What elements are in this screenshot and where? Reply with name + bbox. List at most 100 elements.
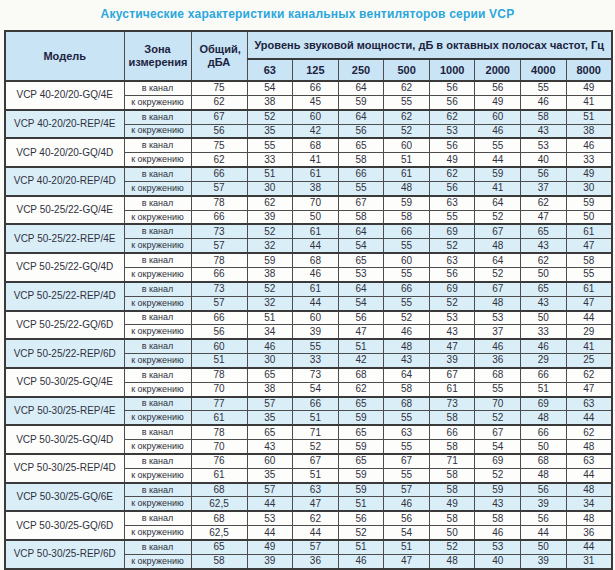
level-cell: 52 xyxy=(429,296,475,310)
level-cell: 51 xyxy=(247,311,293,325)
level-cell: 43 xyxy=(429,325,475,339)
level-cell: 56 xyxy=(338,311,384,325)
level-cell: 60 xyxy=(293,110,339,124)
zone-cell: к окружению xyxy=(124,267,191,281)
total-cell: 68 xyxy=(191,483,247,497)
total-cell: 73 xyxy=(191,224,247,238)
table-row-in-duct: VCP 50-25/22-GQ/4D в канал 78 59 68 65 6… xyxy=(5,253,612,267)
level-cell: 38 xyxy=(247,95,293,109)
level-cell: 31 xyxy=(566,554,612,568)
level-cell: 44 xyxy=(566,311,612,325)
total-cell: 61 xyxy=(191,411,247,425)
total-cell: 62 xyxy=(191,153,247,167)
level-cell: 51 xyxy=(293,411,339,425)
level-cell: 68 xyxy=(521,454,567,468)
column-header-freq-4000: 4000 xyxy=(521,59,567,81)
level-cell: 66 xyxy=(384,224,430,238)
level-cell: 46 xyxy=(247,339,293,353)
level-cell: 52 xyxy=(247,282,293,296)
level-cell: 53 xyxy=(521,138,567,152)
model-row-group: VCP 50-30/25-GQ/4D в канал 78 65 71 65 6… xyxy=(5,425,612,454)
level-cell: 47 xyxy=(429,339,475,353)
level-cell: 66 xyxy=(521,368,567,382)
level-cell: 48 xyxy=(384,181,430,195)
level-cell: 47 xyxy=(566,382,612,396)
level-cell: 47 xyxy=(338,325,384,339)
zone-cell: к окружению xyxy=(124,325,191,339)
table-row-in-duct: VCP 50-25/22-REP/4E в канал 73 52 61 64 … xyxy=(5,224,612,238)
model-cell: VCP 50-25/22-REP/4E xyxy=(5,224,124,253)
total-cell: 62,5 xyxy=(191,497,247,511)
total-cell: 60 xyxy=(191,339,247,353)
level-cell: 33 xyxy=(521,325,567,339)
level-cell: 51 xyxy=(384,540,430,554)
total-cell: 68 xyxy=(191,511,247,525)
column-header-freq-500: 500 xyxy=(384,59,430,81)
zone-cell: в канал xyxy=(124,224,191,238)
level-cell: 73 xyxy=(293,368,339,382)
level-cell: 58 xyxy=(429,440,475,454)
level-cell: 39 xyxy=(293,325,339,339)
level-cell: 41 xyxy=(566,339,612,353)
level-cell: 62 xyxy=(247,196,293,210)
level-cell: 55 xyxy=(384,95,430,109)
level-cell: 34 xyxy=(247,325,293,339)
total-cell: 61 xyxy=(191,468,247,482)
level-cell: 52 xyxy=(429,239,475,253)
level-cell: 37 xyxy=(521,181,567,195)
zone-cell: к окружению xyxy=(124,239,191,253)
level-cell: 46 xyxy=(384,325,430,339)
model-cell: VCP 50-30/25-GQ/6D xyxy=(5,511,124,540)
level-cell: 51 xyxy=(338,540,384,554)
level-cell: 33 xyxy=(566,153,612,167)
level-cell: 42 xyxy=(293,124,339,138)
level-cell: 39 xyxy=(429,354,475,368)
level-cell: 35 xyxy=(247,124,293,138)
zone-cell: к окружению xyxy=(124,440,191,454)
level-cell: 46 xyxy=(338,554,384,568)
level-cell: 67 xyxy=(475,224,521,238)
level-cell: 56 xyxy=(429,181,475,195)
model-cell: VCP 50-25/22-GQ/6D xyxy=(5,311,124,340)
level-cell: 44 xyxy=(566,411,612,425)
model-row-group: VCP 50-25/22-GQ/4D в канал 78 59 68 65 6… xyxy=(5,253,612,282)
model-cell: VCP 50-25/22-GQ/4D xyxy=(5,253,124,282)
model-row-group: VCP 50-30/25-REP/4E в канал 77 57 66 65 … xyxy=(5,397,612,426)
level-cell: 56 xyxy=(475,81,521,95)
level-cell: 48 xyxy=(429,554,475,568)
model-cell: VCP 40-20/20-REP/4E xyxy=(5,110,124,139)
level-cell: 59 xyxy=(475,483,521,497)
level-cell: 36 xyxy=(475,354,521,368)
total-cell: 78 xyxy=(191,425,247,439)
level-cell: 56 xyxy=(429,95,475,109)
level-cell: 64 xyxy=(338,110,384,124)
zone-cell: в канал xyxy=(124,425,191,439)
total-cell: 78 xyxy=(191,253,247,267)
level-cell: 63 xyxy=(429,253,475,267)
level-cell: 52 xyxy=(247,224,293,238)
zone-cell: в канал xyxy=(124,196,191,210)
level-cell: 51 xyxy=(247,167,293,181)
level-cell: 66 xyxy=(429,425,475,439)
level-cell: 58 xyxy=(429,411,475,425)
zone-cell: к окружению xyxy=(124,468,191,482)
level-cell: 53 xyxy=(247,511,293,525)
level-cell: 65 xyxy=(521,224,567,238)
total-cell: 56 xyxy=(191,124,247,138)
level-cell: 36 xyxy=(566,526,612,540)
zone-cell: в канал xyxy=(124,339,191,353)
level-cell: 53 xyxy=(475,540,521,554)
model-row-group: VCP 50-25/22-GQ/4E в канал 78 62 70 67 5… xyxy=(5,196,612,225)
level-cell: 44 xyxy=(475,153,521,167)
level-cell: 42 xyxy=(338,354,384,368)
zone-cell: в канал xyxy=(124,167,191,181)
level-cell: 64 xyxy=(338,282,384,296)
level-cell: 55 xyxy=(521,81,567,95)
table-row-in-duct: VCP 50-30/25-GQ/4D в канал 78 65 71 65 6… xyxy=(5,425,612,439)
level-cell: 46 xyxy=(521,339,567,353)
level-cell: 59 xyxy=(338,95,384,109)
table-row-in-duct: VCP 50-30/25-REP/4D в канал 76 60 67 65 … xyxy=(5,454,612,468)
level-cell: 46 xyxy=(293,267,339,281)
model-row-group: VCP 40-20/20-GQ/4E в канал 75 54 66 64 6… xyxy=(5,81,612,110)
zone-cell: в канал xyxy=(124,81,191,95)
